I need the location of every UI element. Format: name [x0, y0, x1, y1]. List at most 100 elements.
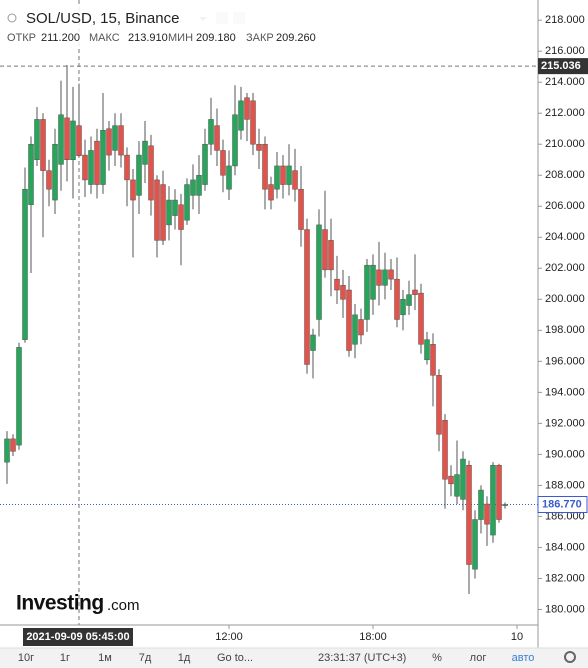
ohlc-label: МИН [168, 32, 193, 44]
scale-button[interactable]: % [432, 652, 442, 664]
candle-body [58, 114, 64, 165]
candle-body [178, 204, 184, 230]
candle-body [322, 229, 328, 271]
candle-body [286, 165, 292, 185]
ohlc-value: 209.260 [276, 32, 316, 44]
candle-body [52, 143, 58, 201]
candle-body [304, 229, 310, 365]
candle-body [214, 125, 220, 151]
crosshair-x-label-bg [23, 628, 133, 646]
candle-body [220, 150, 226, 176]
candle-body [172, 199, 178, 216]
candle-body [166, 199, 172, 226]
candle-body [160, 184, 166, 241]
y-tick-label: 190.000 [545, 448, 585, 460]
range-button[interactable]: 7д [139, 652, 152, 664]
candle-body [208, 119, 214, 145]
y-tick-label: 212.000 [545, 107, 585, 119]
range-button[interactable]: 1д [178, 652, 191, 664]
range-button[interactable]: 1м [98, 652, 112, 664]
candle-body [280, 165, 286, 185]
candle-body [292, 170, 298, 190]
y-tick-label: 218.000 [545, 14, 585, 26]
candle-body [370, 264, 376, 300]
header-bg [0, 4, 250, 46]
candle-body [100, 130, 106, 185]
watermark-suffix: .com [107, 597, 140, 614]
candle-body [154, 179, 160, 241]
candle-body [112, 125, 118, 151]
candle-body [82, 154, 88, 181]
y-tick-label: 186.000 [545, 510, 585, 522]
candle-body [364, 264, 370, 320]
candle-body [142, 140, 148, 165]
candle-body [226, 165, 232, 190]
ohlc-value: 211.200 [41, 32, 80, 44]
y-tick-label: 196.000 [545, 355, 585, 367]
y-tick-label: 206.000 [545, 200, 585, 212]
candle-body [334, 278, 340, 291]
candle-body [130, 179, 136, 201]
range-button[interactable]: 10г [18, 652, 34, 664]
ohlc-label: ЗАКР [246, 32, 274, 44]
toolbar-bg [0, 648, 588, 668]
candle-body [40, 119, 46, 171]
candle-body [406, 294, 412, 306]
candle-body [118, 125, 124, 156]
candle-body [46, 170, 52, 190]
candle-body [502, 504, 508, 506]
scale-button[interactable]: лог [470, 652, 487, 664]
candle-body [496, 465, 502, 520]
candle-body [442, 420, 448, 480]
goto-button[interactable]: Go to... [217, 652, 253, 664]
candle-body [124, 154, 130, 181]
candle-body [310, 334, 316, 351]
y-tick-label: 188.000 [545, 479, 585, 491]
crosshair-x-label: 2021-09-09 05:45:00 [26, 631, 129, 643]
x-tick-label: 10 [511, 631, 523, 643]
candle-body [430, 344, 436, 376]
y-tick-label: 182.000 [545, 572, 585, 584]
candle-body [328, 240, 334, 271]
candle-body [460, 458, 466, 500]
chart-title: SOL/USD, 15, Binance [26, 10, 179, 27]
y-tick-label: 210.000 [545, 138, 585, 150]
candle-body [64, 117, 70, 160]
candle-body [388, 269, 394, 280]
y-tick-label: 200.000 [545, 293, 585, 305]
candle-body [70, 120, 76, 160]
candle-body [34, 119, 40, 160]
range-button[interactable]: 1г [60, 652, 70, 664]
ohlc-label: ОТКР [7, 32, 36, 44]
candle-body [400, 299, 406, 316]
settings-gear[interactable] [564, 651, 576, 663]
candle-body [448, 475, 454, 485]
candle-body [202, 143, 208, 185]
candle-body [10, 438, 16, 452]
candle-body [346, 289, 352, 351]
y-tick-label: 204.000 [545, 231, 585, 243]
y-tick-label: 180.000 [545, 603, 585, 615]
symbol-dot [7, 13, 17, 23]
candle-body [268, 184, 274, 201]
candle-body [478, 489, 484, 520]
last-price-label-bg [537, 495, 588, 513]
candle-body [190, 179, 196, 196]
watermark-brand: Investing [16, 592, 104, 615]
candle-body [244, 97, 250, 120]
ohlc-label: МАКС [89, 32, 120, 44]
candle-body [358, 319, 364, 336]
candle-body [352, 314, 358, 345]
scale-button[interactable]: авто [512, 652, 535, 664]
candle-body [184, 184, 190, 221]
candle-body [490, 465, 496, 536]
y-tick-label: 216.000 [545, 45, 585, 57]
candle-body [136, 154, 142, 196]
clock: 23:31:37 (UTC+3) [318, 652, 406, 664]
ohlc-value: 209.180 [196, 32, 236, 44]
candle-body [412, 289, 418, 295]
y-tick-label: 192.000 [545, 417, 585, 429]
candle-body [340, 285, 346, 300]
candle-body [256, 143, 262, 151]
